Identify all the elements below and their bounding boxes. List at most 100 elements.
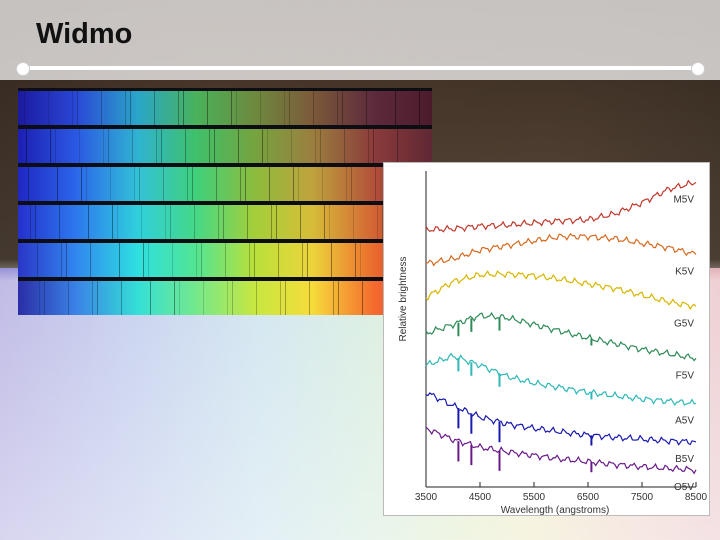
series-label: M5V (673, 194, 694, 205)
series-line (425, 179, 697, 233)
absorption-line (262, 129, 263, 163)
absorption-line (216, 167, 217, 201)
title-rule-left-dot (16, 62, 30, 76)
absorption-line (117, 205, 118, 239)
series-label: G5V (674, 318, 694, 329)
absorption-line (132, 129, 133, 163)
absorption-line (337, 91, 338, 125)
series-line (425, 270, 697, 311)
absorption-line (209, 129, 210, 163)
absorption-line (201, 243, 202, 277)
absorption-line (260, 91, 261, 125)
absorption-line (24, 91, 25, 125)
absorption-line (81, 167, 82, 201)
absorption-line (108, 129, 109, 163)
absorption-line (192, 167, 193, 201)
absorption-line (320, 129, 321, 163)
absorption-line (150, 281, 151, 315)
series-label: K5V (675, 267, 694, 278)
absorption-line (35, 205, 36, 239)
x-tick-label: 6500 (577, 492, 600, 503)
absorption-line (55, 129, 56, 163)
absorption-line (247, 205, 248, 239)
x-tick-label: 7500 (631, 492, 654, 503)
absorption-line (148, 243, 149, 277)
absorption-line (225, 243, 226, 277)
absorption-line (289, 91, 290, 125)
series-line (425, 426, 697, 475)
x-tick-label: 5500 (523, 492, 546, 503)
absorption-line (163, 167, 164, 201)
absorption-line (37, 243, 38, 277)
absorption-line (236, 91, 237, 125)
absorption-line (278, 243, 279, 277)
series-line (425, 232, 697, 267)
absorption-line (119, 243, 120, 277)
absorption-line (194, 205, 195, 239)
absorption-line (125, 91, 126, 125)
absorption-line (79, 129, 80, 163)
absorption-line (284, 91, 285, 125)
series-label: F5V (676, 370, 695, 381)
x-tick-label: 3500 (415, 492, 438, 503)
absorption-line (375, 167, 376, 201)
absorption-line (249, 243, 250, 277)
absorption-line (196, 243, 197, 277)
absorption-line (329, 205, 330, 239)
absorption-line (48, 91, 49, 125)
absorption-line (218, 205, 219, 239)
stellar-spectra-image (18, 88, 432, 315)
absorption-line (143, 243, 144, 277)
absorption-line (313, 91, 314, 125)
absorption-line (377, 205, 378, 239)
absorption-line (322, 167, 323, 201)
absorption-line (338, 281, 339, 315)
title-rule-right-dot (691, 62, 705, 76)
spectrum-strip (18, 243, 432, 277)
absorption-line (355, 243, 356, 277)
absorption-line (170, 205, 171, 239)
absorption-line (368, 129, 369, 163)
absorption-line (307, 243, 308, 277)
series-line (425, 311, 697, 362)
absorption-line (331, 243, 332, 277)
absorption-line (101, 91, 102, 125)
absorption-line (178, 91, 179, 125)
absorption-line (373, 129, 374, 163)
spectrum-strip (18, 129, 432, 163)
absorption-line (300, 205, 301, 239)
absorption-line (291, 129, 292, 163)
absorption-line (179, 281, 180, 315)
absorption-line (298, 167, 299, 201)
absorption-line (231, 91, 232, 125)
absorption-line (207, 91, 208, 125)
absorption-line (161, 129, 162, 163)
absorption-line (72, 91, 73, 125)
absorption-line (44, 281, 45, 315)
absorption-line (227, 281, 228, 315)
absorption-line (344, 129, 345, 163)
absorption-line (269, 167, 270, 201)
absorption-line (362, 281, 363, 315)
spectra-chart: 3500 4500 5500 6500 7500 8500 Wavelength (angs… (398, 171, 708, 515)
absorption-line (353, 205, 354, 239)
absorption-line (366, 91, 367, 125)
absorption-line (97, 281, 98, 315)
absorption-line (271, 205, 272, 239)
absorption-line (103, 129, 104, 163)
x-axis-label: Wavelength (angstroms) (501, 505, 610, 515)
absorption-line (214, 129, 215, 163)
absorption-line (203, 281, 204, 315)
absorption-line (285, 281, 286, 315)
y-axis-label: Relative brightness (398, 256, 409, 341)
series-line (425, 352, 697, 407)
absorption-line (174, 281, 175, 315)
absorption-line (240, 167, 241, 201)
spectra-chart-panel: 3500 4500 5500 6500 7500 8500 Wavelength (angs… (383, 162, 710, 516)
absorption-line (333, 281, 334, 315)
absorption-line (59, 205, 60, 239)
absorption-line (351, 167, 352, 201)
x-tick-label: 8500 (685, 492, 708, 503)
absorption-line (302, 243, 303, 277)
absorption-line (185, 129, 186, 163)
